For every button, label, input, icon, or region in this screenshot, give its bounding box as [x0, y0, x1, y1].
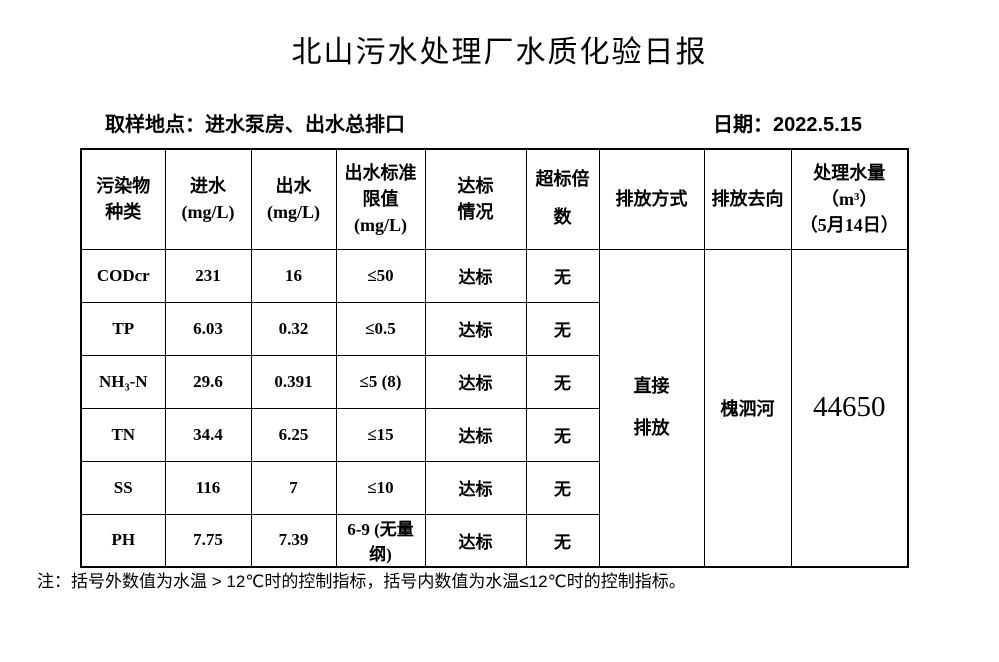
status-cell: 达标: [424, 513, 527, 568]
limit-cell: ≤0.5: [335, 301, 426, 356]
inflow-cell: 34.4: [164, 407, 252, 462]
discharge-method-cell: 直接 排放: [598, 248, 705, 568]
header-row: 污染物 种类 进水 (mg/L) 出水 (mg/L) 出水标准 限值 (mg/L…: [80, 148, 909, 250]
status-cell: 达标: [424, 248, 527, 303]
header-outflow: 出水 (mg/L): [250, 148, 337, 250]
table-row-tp: TP 6.03 0.32 ≤0.5 达标 无: [80, 301, 908, 356]
water-quality-table: 污染物 种类 进水 (mg/L) 出水 (mg/L) 出水标准 限值 (mg/L…: [80, 148, 909, 568]
inflow-cell: 7.75: [164, 513, 252, 568]
limit-cell: ≤50: [335, 248, 426, 303]
treated-volume-cell: 44650: [790, 248, 909, 568]
header-inflow: 进水 (mg/L): [164, 148, 252, 250]
header-treated-volume: 处理水量 （m³） （5月14日）: [790, 148, 909, 250]
header-discharge-method: 排放方式: [598, 148, 705, 250]
exceed-cell: 无: [525, 460, 600, 515]
discharge-destination-cell: 槐泗河: [703, 248, 792, 568]
exceed-cell: 无: [525, 354, 600, 409]
pollutant-cell: TN: [80, 407, 166, 462]
pollutant-cell: TP: [80, 301, 166, 356]
header-pollutant: 污染物 种类: [80, 148, 166, 250]
header-discharge-destination: 排放去向: [703, 148, 792, 250]
inflow-cell: 6.03: [164, 301, 252, 356]
exceed-cell: 无: [525, 248, 600, 303]
table-row-codcr: CODcr 231 16 ≤50 达标 无 直接 排放 槐泗河 44650: [80, 248, 909, 568]
limit-cell: ≤15: [335, 407, 426, 462]
inflow-cell: 116: [164, 460, 252, 515]
outflow-cell: 6.25: [250, 407, 337, 462]
report-date-label: 日期：2022.5.15: [713, 114, 862, 136]
header-exceed: 超标倍 数: [525, 148, 600, 250]
exceed-cell: 无: [525, 301, 600, 356]
outflow-cell: 0.32: [250, 301, 337, 356]
status-cell: 达标: [424, 460, 527, 515]
inflow-cell: 231: [164, 248, 252, 303]
pollutant-cell: CODcr: [80, 248, 166, 303]
limit-cell: ≤5 (8): [335, 354, 426, 409]
sampling-location-label: 取样地点：进水泵房、出水总排口: [105, 114, 405, 136]
inflow-cell: 29.6: [164, 354, 252, 409]
outflow-cell: 7: [250, 460, 337, 515]
exceed-cell: 无: [525, 407, 600, 462]
table-row-ss: SS 116 7 ≤10 达标 无: [80, 460, 908, 515]
limit-cell: ≤10: [335, 460, 426, 515]
table-row-tn: TN 34.4 6.25 ≤15 达标 无: [80, 407, 908, 462]
pollutant-cell: SS: [80, 460, 166, 515]
report-title: 北山污水处理厂水质化验日报: [291, 36, 708, 69]
limit-cell: 6-9 (无量纲): [335, 513, 426, 568]
header-status: 达标 情况: [424, 148, 527, 250]
table-row-nh3n: NH₃-N 29.6 0.391 ≤5 (8) 达标 无: [80, 354, 908, 409]
status-cell: 达标: [424, 301, 527, 356]
header-limit: 出水标准 限值 (mg/L): [335, 148, 426, 250]
pollutant-cell: NH₃-N: [80, 354, 166, 409]
table-row-ph: PH 7.75 7.39 6-9 (无量纲) 达标 无: [80, 513, 908, 568]
status-cell: 达标: [424, 407, 527, 462]
footnote: 注：括号外数值为水温 > 12℃时的控制指标，括号内数值为水温≤12℃时的控制指…: [37, 572, 686, 591]
status-cell: 达标: [424, 354, 527, 409]
outflow-cell: 16: [250, 248, 337, 303]
outflow-cell: 7.39: [250, 513, 337, 568]
pollutant-cell: PH: [80, 513, 166, 568]
outflow-cell: 0.391: [250, 354, 337, 409]
exceed-cell: 无: [525, 513, 600, 568]
